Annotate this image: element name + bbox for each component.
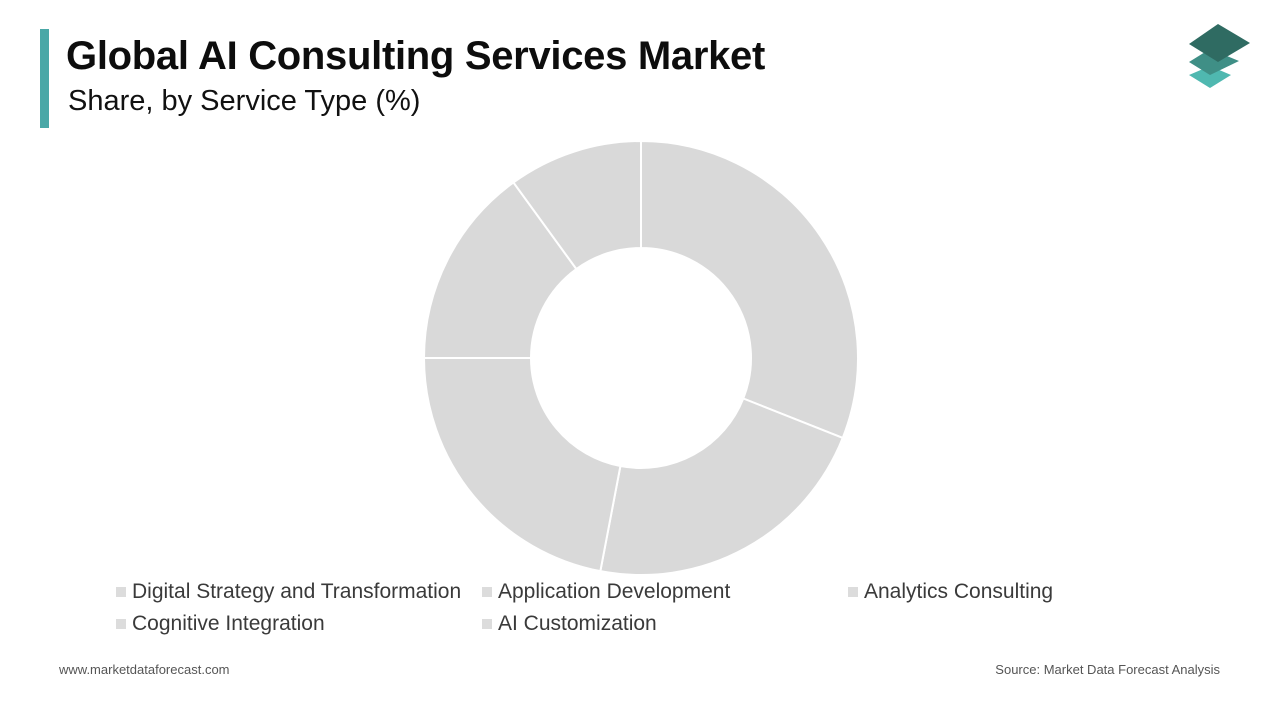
- logo-layer-top: [1189, 24, 1250, 62]
- donut-slice-application-development: [599, 397, 845, 576]
- donut-slice-analytics-consulting: [422, 357, 622, 573]
- donut-slice-digital-strategy-and-transformation: [640, 139, 859, 440]
- chart-title: Global AI Consulting Services Market: [66, 34, 766, 78]
- chart-subtitle: Share, by Service Type (%): [68, 85, 421, 117]
- title-accent-bar: [40, 29, 49, 128]
- donut-slice-cognitive-integration: [422, 181, 578, 359]
- donut-slice-ai-customization: [512, 139, 642, 271]
- footer-website: www.marketdataforecast.com: [59, 662, 230, 677]
- logo-layer-bottom: [1189, 66, 1231, 88]
- logo-layer-middle: [1189, 49, 1239, 75]
- donut-slices: [422, 139, 859, 576]
- footer-source: Source: Market Data Forecast Analysis: [995, 662, 1220, 677]
- stacked-layers-icon: [1189, 24, 1250, 88]
